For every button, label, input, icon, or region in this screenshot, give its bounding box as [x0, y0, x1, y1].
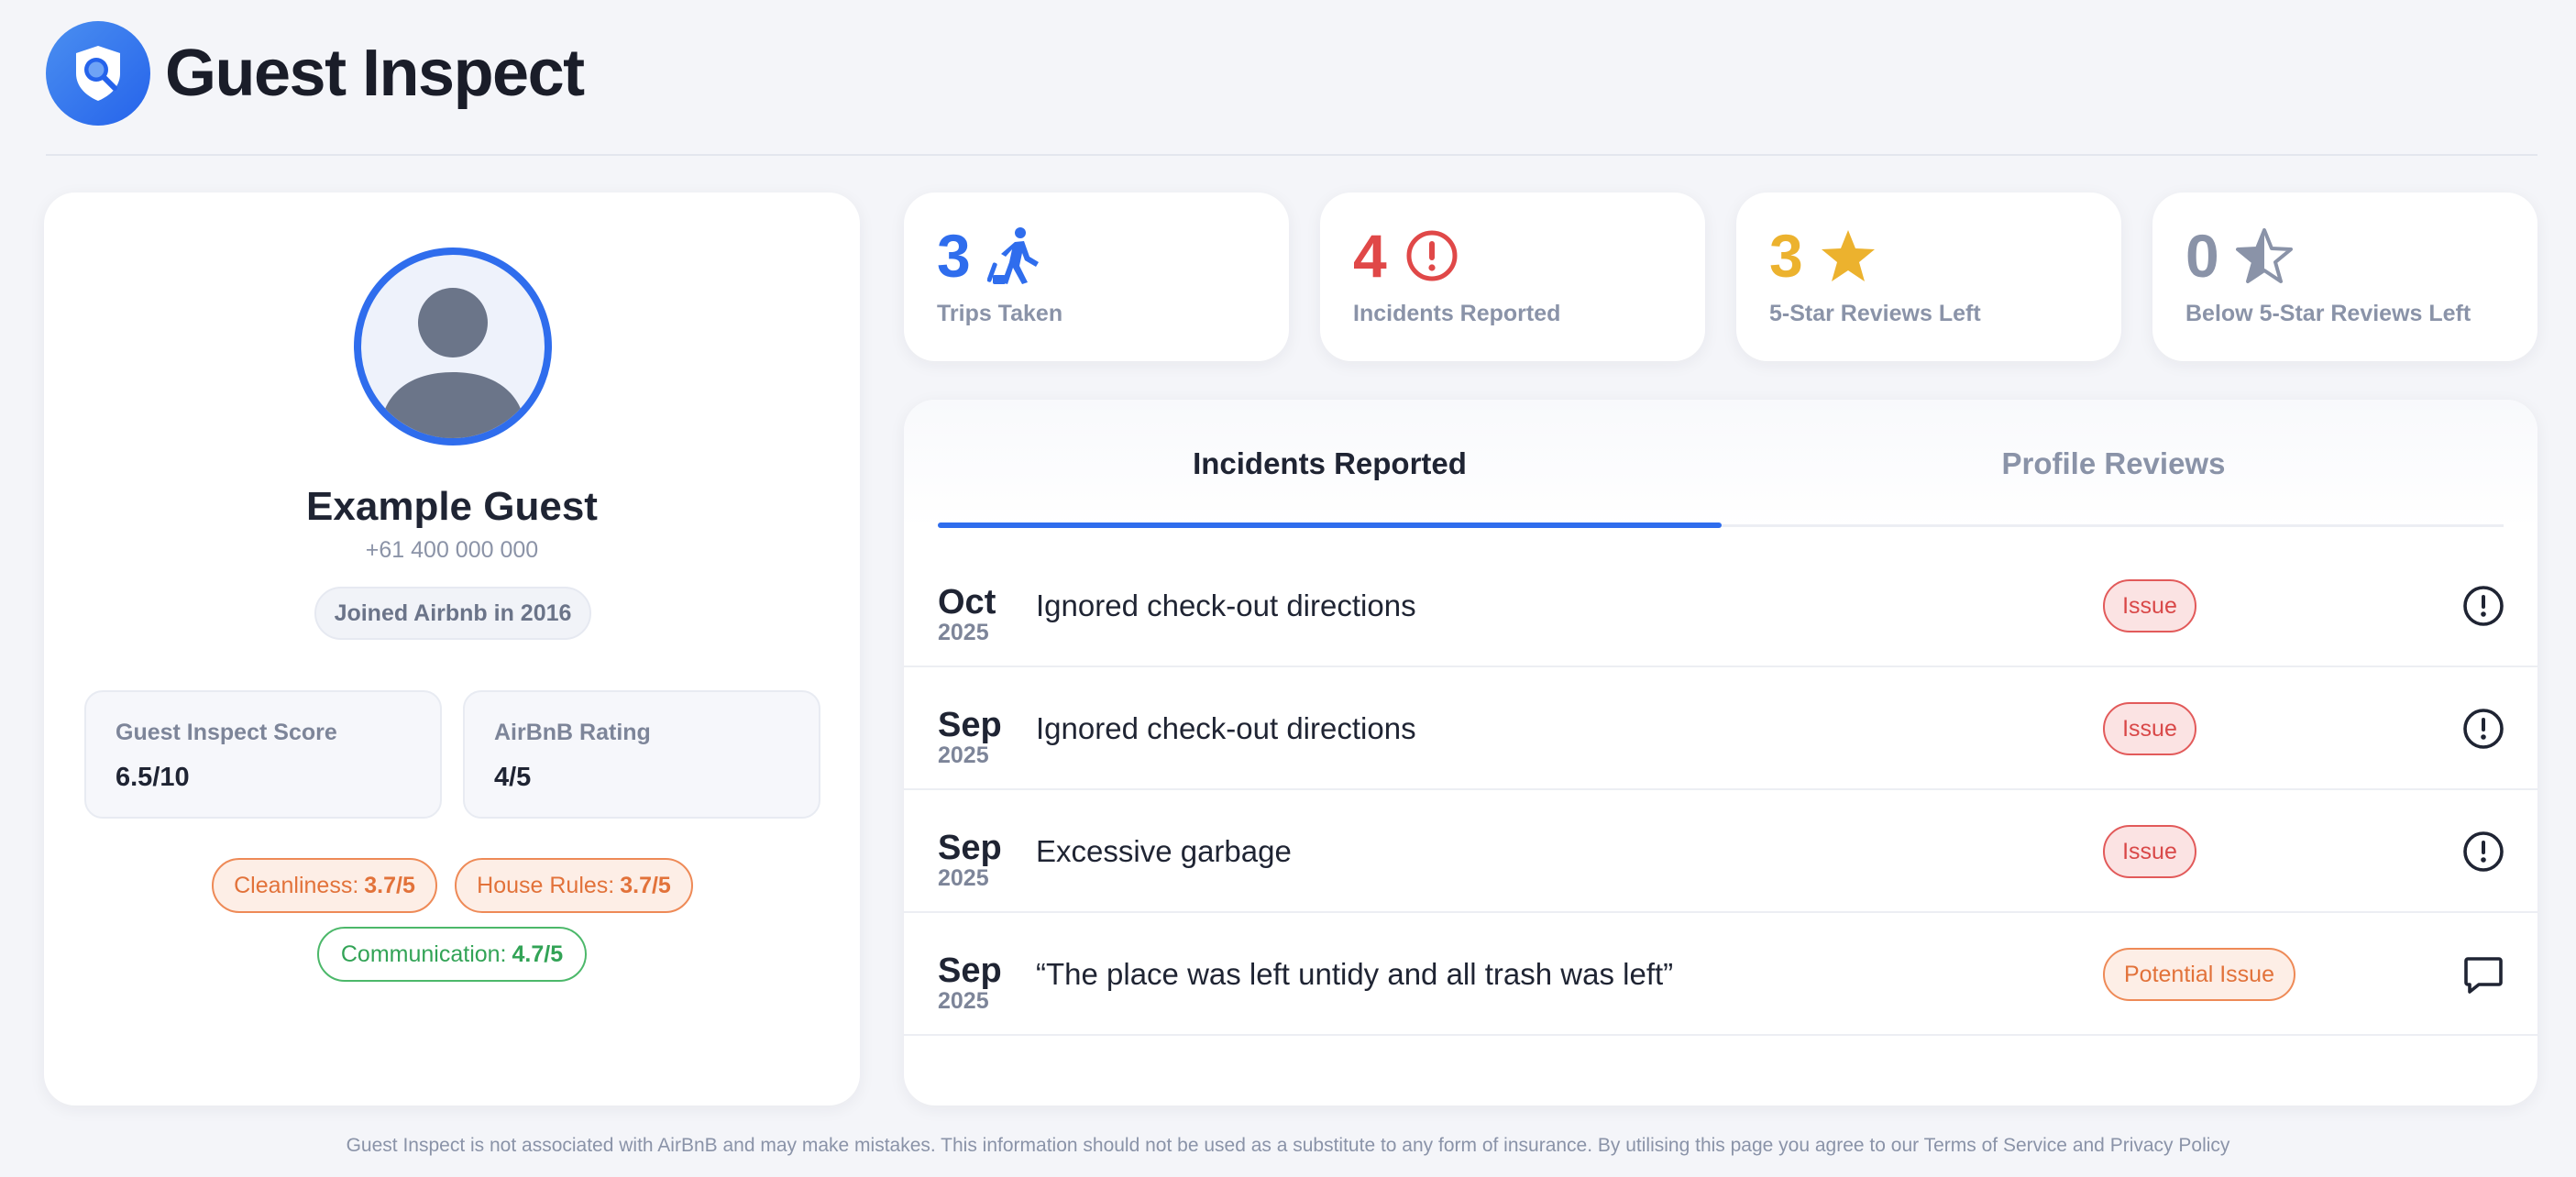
guest-inspect-score-label: Guest Inspect Score [116, 720, 337, 745]
below-five-star-label: Below 5-Star Reviews Left [2185, 301, 2471, 326]
communication-value: 4.7/5 [512, 940, 564, 967]
incident-month: Oct [938, 583, 996, 622]
app-header: Guest Inspect [46, 20, 585, 126]
alert-circle-icon[interactable] [2462, 585, 2504, 627]
tab-incidents-reported[interactable]: Incidents Reported [1193, 446, 1467, 480]
stat-card-incidents: 4 Incidents Reported [1320, 192, 1705, 361]
alert-circle-icon[interactable] [2462, 708, 2504, 750]
incident-month: Sep [938, 706, 1002, 744]
house-rules-rating-pill: House Rules: 3.7/5 [455, 858, 693, 913]
incident-year: 2025 [938, 865, 989, 891]
cleanliness-value: 3.7/5 [364, 872, 415, 898]
five-star-label: 5-Star Reviews Left [1769, 301, 1981, 326]
joined-badge: Joined Airbnb in 2016 [314, 587, 591, 640]
stat-card-below-five-star: 0 Below 5-Star Reviews Left [2152, 192, 2537, 361]
brand-title: Guest Inspect [165, 37, 585, 110]
incident-row[interactable]: Sep 2025 “The place was left untidy and … [904, 913, 2537, 1036]
five-star-count: 3 [1769, 222, 1803, 290]
alert-circle-icon[interactable] [2462, 830, 2504, 873]
half-star-icon [2235, 227, 2293, 284]
issue-badge: Issue [2103, 825, 2196, 878]
incident-year: 2025 [938, 620, 989, 645]
incident-year: 2025 [938, 742, 989, 768]
active-tab-indicator [938, 522, 1722, 528]
incidents-panel: Incidents Reported Profile Reviews Oct 2… [904, 400, 2537, 1106]
incident-description: Ignored check-out directions [1036, 588, 1416, 622]
incident-year: 2025 [938, 988, 989, 1014]
incident-row[interactable]: Sep 2025 Ignored check-out directions Is… [904, 667, 2537, 790]
tab-bar: Incidents Reported Profile Reviews [904, 400, 2537, 528]
shield-search-icon[interactable] [46, 21, 150, 126]
communication-label: Communication: [340, 940, 507, 967]
house-rules-label: House Rules: [477, 872, 615, 898]
incident-month: Sep [938, 952, 1002, 990]
incidents-count: 4 [1353, 222, 1387, 290]
incident-month: Sep [938, 829, 1002, 867]
communication-rating-pill: Communication: 4.7/5 [317, 927, 587, 982]
incidents-label: Incidents Reported [1353, 301, 1561, 326]
airbnb-rating-label: AirBnB Rating [494, 720, 651, 745]
privacy-policy-link[interactable]: Privacy Policy [2109, 1135, 2230, 1156]
tab-profile-reviews[interactable]: Profile Reviews [2001, 446, 2226, 480]
footer-and: and [2072, 1135, 2105, 1156]
house-rules-value: 3.7/5 [620, 872, 671, 898]
cleanliness-rating-pill: Cleanliness: 3.7/5 [212, 858, 437, 913]
stat-card-five-star: 3 5-Star Reviews Left [1736, 192, 2121, 361]
issue-badge: Issue [2103, 702, 2196, 755]
avatar [354, 248, 552, 446]
terms-of-service-link[interactable]: Terms of Service [1923, 1135, 2067, 1156]
cleanliness-label: Cleanliness: [234, 872, 359, 898]
potential-issue-badge: Potential Issue [2103, 948, 2295, 1001]
incident-description: Ignored check-out directions [1036, 711, 1416, 745]
footer-text: Guest Inspect is not associated with Air… [346, 1135, 1920, 1156]
chat-bubble-icon[interactable] [2462, 953, 2504, 996]
user-icon [380, 288, 526, 438]
guest-phone: +61 400 000 000 [365, 537, 539, 563]
footer-disclaimer: Guest Inspect is not associated with Air… [0, 1135, 2576, 1157]
profile-card: Example Guest +61 400 000 000 Joined Air… [44, 192, 860, 1106]
guest-name: Example Guest [306, 484, 598, 529]
airbnb-rating-value: 4/5 [494, 763, 532, 792]
incident-description: “The place was left untidy and all trash… [1036, 957, 1674, 991]
alert-circle-icon [1404, 227, 1460, 284]
incident-description: Excessive garbage [1036, 834, 1292, 868]
star-icon [1820, 227, 1877, 284]
walking-traveler-icon [986, 227, 1044, 284]
stat-card-trips: 3 Trips Taken [904, 192, 1289, 361]
incident-row[interactable]: Oct 2025 Ignored check-out directions Is… [904, 544, 2537, 667]
header-divider [46, 154, 2537, 156]
trips-count: 3 [937, 222, 971, 290]
airbnb-rating-box: AirBnB Rating 4/5 [463, 690, 820, 819]
guest-inspect-score-box: Guest Inspect Score 6.5/10 [84, 690, 442, 819]
below-five-star-count: 0 [2185, 222, 2219, 290]
issue-badge: Issue [2103, 579, 2196, 632]
incident-row[interactable]: Sep 2025 Excessive garbage Issue [904, 790, 2537, 913]
trips-label: Trips Taken [937, 301, 1063, 326]
guest-inspect-score-value: 6.5/10 [116, 763, 190, 792]
